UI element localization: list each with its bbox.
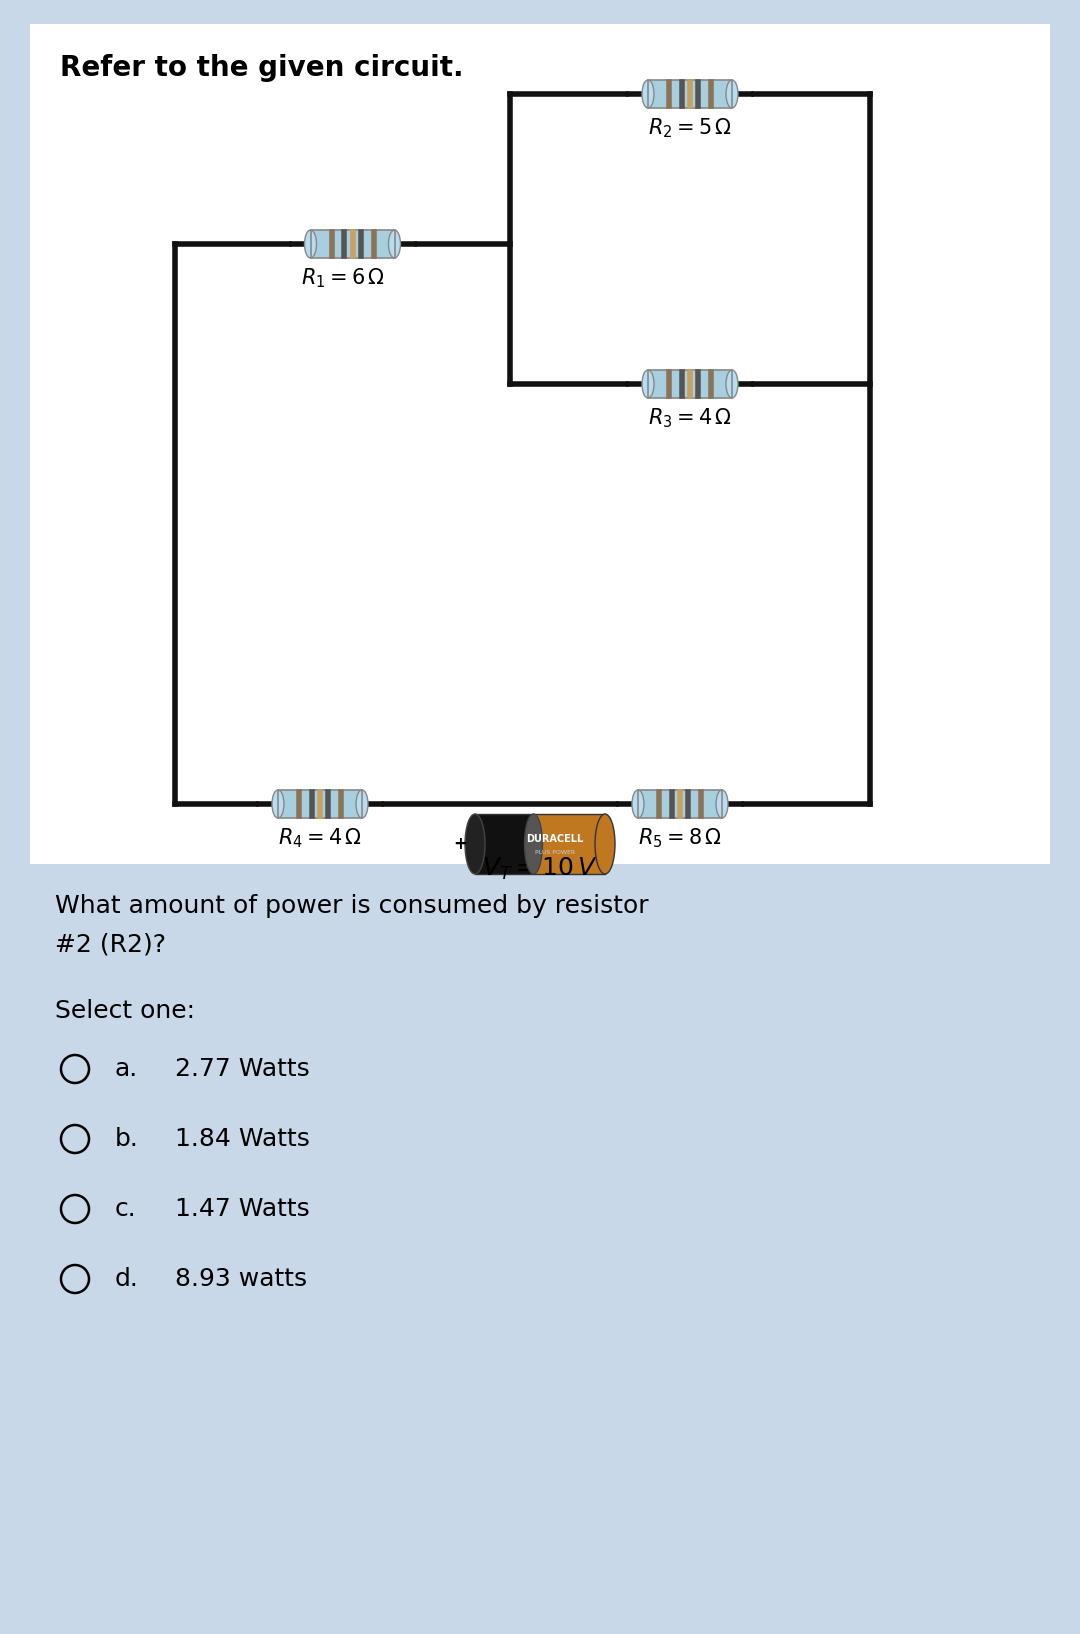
Text: $R_1 = 6\,\Omega$: $R_1 = 6\,\Omega$ <box>300 266 384 289</box>
Ellipse shape <box>726 369 738 399</box>
Bar <box>534 814 605 874</box>
Bar <box>278 789 362 819</box>
Text: b.: b. <box>114 1127 139 1150</box>
Ellipse shape <box>525 814 542 874</box>
Text: d.: d. <box>114 1266 139 1291</box>
Bar <box>648 80 732 108</box>
Ellipse shape <box>465 814 485 874</box>
Bar <box>475 814 534 874</box>
Text: Refer to the given circuit.: Refer to the given circuit. <box>60 54 463 82</box>
Bar <box>648 369 732 399</box>
Ellipse shape <box>642 80 654 108</box>
Text: Select one:: Select one: <box>55 998 195 1023</box>
Ellipse shape <box>716 789 728 819</box>
Text: 1.84 Watts: 1.84 Watts <box>175 1127 310 1150</box>
Ellipse shape <box>642 369 654 399</box>
Text: 8.93 watts: 8.93 watts <box>175 1266 307 1291</box>
Bar <box>278 789 362 819</box>
Bar <box>648 369 732 399</box>
Ellipse shape <box>632 789 644 819</box>
Text: #2 (R2)?: #2 (R2)? <box>55 931 166 956</box>
Ellipse shape <box>305 230 316 258</box>
Ellipse shape <box>389 230 401 258</box>
Text: $V_T = 10\,V$: $V_T = 10\,V$ <box>482 856 598 882</box>
Text: 2.77 Watts: 2.77 Watts <box>175 1057 310 1082</box>
Text: DURACELL: DURACELL <box>526 833 583 845</box>
Bar <box>638 789 723 819</box>
Text: +: + <box>454 835 467 853</box>
Ellipse shape <box>726 80 738 108</box>
Ellipse shape <box>272 789 284 819</box>
Text: $R_4 = 4\,\Omega$: $R_4 = 4\,\Omega$ <box>278 827 362 850</box>
Ellipse shape <box>356 789 368 819</box>
Bar <box>311 230 394 258</box>
Text: $R_2 = 5\,\Omega$: $R_2 = 5\,\Omega$ <box>648 116 732 139</box>
Text: $R_3 = 4\,\Omega$: $R_3 = 4\,\Omega$ <box>648 405 732 430</box>
Text: a.: a. <box>114 1057 138 1082</box>
Bar <box>311 230 394 258</box>
Text: c.: c. <box>114 1198 137 1221</box>
Text: 1.47 Watts: 1.47 Watts <box>175 1198 310 1221</box>
Ellipse shape <box>595 814 615 874</box>
Text: What amount of power is consumed by resistor: What amount of power is consumed by resi… <box>55 894 649 918</box>
Bar <box>638 789 723 819</box>
Bar <box>648 80 732 108</box>
Text: PLUS POWER: PLUS POWER <box>535 850 575 855</box>
Bar <box>30 25 1050 864</box>
Text: $R_5 = 8\,\Omega$: $R_5 = 8\,\Omega$ <box>638 827 721 850</box>
